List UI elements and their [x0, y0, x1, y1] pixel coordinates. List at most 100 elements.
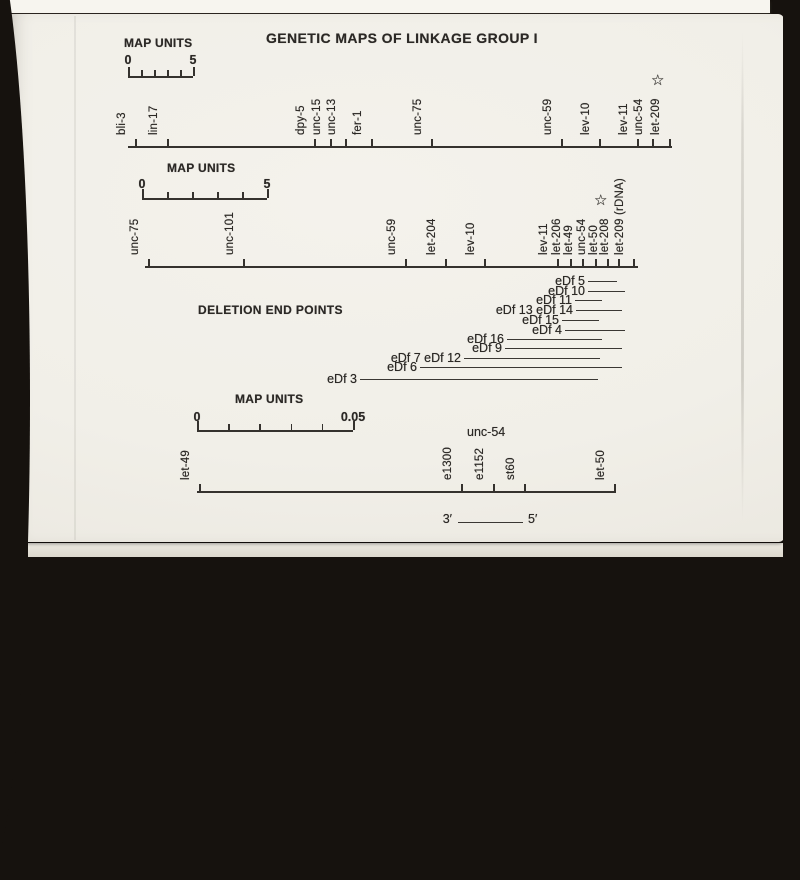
map-top-label-unc-54: unc-54	[633, 98, 645, 135]
region-label-unc-54: unc-54	[467, 425, 506, 439]
map-top-tick-dpy-5	[314, 139, 316, 146]
star-icon: ☆	[651, 71, 665, 89]
map-mid-tick-let-50	[607, 259, 609, 266]
map-mid-label-lev-11: lev-11	[538, 223, 550, 255]
deletion-line-edf-6	[420, 367, 622, 369]
map-bottom-scale-max: 0.05	[340, 410, 366, 424]
deletion-line-edf-10	[588, 291, 625, 293]
map-top-label-dpy-5: dpy-5	[295, 105, 307, 135]
map-mid-label-lev-10: lev-10	[465, 222, 477, 255]
map-mid-scale-tick-5	[267, 189, 269, 198]
map-bottom-scale-tick-5	[353, 421, 355, 430]
map-bottom-scale-tick-2	[259, 424, 261, 430]
figure-title: GENETIC MAPS OF LINKAGE GROUP I	[266, 30, 538, 46]
deletion-label-edf-6: eDf 6	[387, 360, 417, 374]
deletion-line-edf-13-edf-14	[576, 310, 622, 312]
map-mid-tick-lev-10	[484, 259, 486, 266]
deletion-label-edf-15: eDf 15	[522, 313, 559, 327]
map-bottom-scale-tick-3	[290, 424, 293, 430]
map-mid-tick-unc-101	[243, 259, 245, 266]
map-bottom-label-let-50: let-50	[595, 450, 607, 480]
map-top-tick-unc-54	[652, 139, 654, 146]
map-top-tick-bli-3	[135, 139, 137, 146]
orientation-3prime-label: 3′	[442, 512, 452, 526]
map-bottom-tick-let-49	[199, 484, 201, 491]
page-stack-top-edge	[8, 0, 770, 13]
map-mid-label-unc-59: unc-59	[386, 218, 398, 255]
map-mid-label-let-208: let-208	[599, 218, 611, 255]
map-mid-label-let-204: let-204	[426, 218, 438, 255]
map-bottom-axis	[197, 491, 616, 493]
star-icon: ☆	[594, 191, 608, 209]
map-top-label-unc-13: unc-13	[326, 98, 338, 135]
map-mid-tick-unc-54	[595, 259, 597, 266]
book-page	[8, 14, 784, 542]
deletion-label-edf-11: eDf 11	[536, 293, 572, 307]
map-mid-tick-unc-75	[148, 259, 150, 266]
map-bottom-tick-st60	[524, 484, 526, 491]
scan-background-right	[783, 0, 800, 571]
map-top-label-bli-3: bli-3	[116, 112, 128, 135]
map-top-scale-tick-3	[167, 70, 169, 76]
deletion-label-edf-4: eDf 4	[532, 323, 562, 337]
map-top-scale-tick-4	[180, 70, 182, 76]
map-top-tick-unc-75	[431, 139, 433, 146]
map-top-scale-tick-2	[154, 70, 156, 76]
map-top-scale-tick-0	[128, 67, 130, 76]
deletion-label-edf-5: eDf 5	[555, 274, 585, 288]
deletion-line-edf-4	[565, 330, 625, 332]
map-mid-label-unc-75: unc-75	[129, 218, 141, 255]
map-mid-label-unc-101: unc-101	[224, 212, 236, 255]
deletion-line-edf-9	[505, 348, 622, 350]
map-mid-tick-lev-11	[557, 259, 559, 266]
deletion-line-edf-16	[507, 339, 602, 341]
page-crease	[741, 30, 744, 525]
map-top-axis	[128, 146, 672, 148]
map-mid-tick-let-49	[582, 259, 584, 266]
deletion-line-edf-11	[575, 300, 602, 302]
map-mid-tick-let-208	[618, 259, 620, 266]
map-top-label-fer-1: fer-1	[352, 110, 364, 135]
map-bottom-scale-min: 0	[193, 410, 201, 424]
map-mid-label-let-209-rdna: let-209 (rDNA)	[614, 178, 626, 255]
map-mid-scale-bar	[142, 198, 267, 200]
map-mid-tick-unc-59	[405, 259, 407, 266]
map-mid-scale-min: 0	[138, 177, 146, 191]
map-top-tick-lin-17	[167, 139, 169, 146]
map-bottom-tick-let-50	[614, 484, 616, 491]
genetic-map-figure: GENETIC MAPS OF LINKAGE GROUP I DELETION…	[116, 30, 672, 526]
map-mid-tick-let-204	[445, 259, 447, 266]
map-top-label-let-209: let-209	[650, 98, 662, 135]
deletion-label-edf-9: eDf 9	[472, 341, 502, 355]
orientation-line	[458, 522, 523, 524]
map-top-label-unc-59: unc-59	[542, 98, 554, 135]
map-bottom-label-st60: st60	[505, 457, 517, 480]
map-bottom-scale-tick-0	[197, 421, 199, 430]
deletion-label-edf-13-edf-14: eDf 13 eDf 14	[495, 303, 573, 317]
map-mid-scale-title: MAP UNITS	[167, 161, 236, 175]
map-mid-scale-tick-3	[217, 192, 219, 198]
map-top-label-unc-75: unc-75	[412, 98, 424, 135]
map-mid-tick-let-209-rdna	[633, 259, 635, 266]
map-top-tick-let-209	[669, 139, 671, 146]
deletion-label-edf-3: eDf 3	[327, 372, 357, 386]
orientation-5prime-label: 5′	[528, 512, 538, 526]
map-top-label-unc-15: unc-15	[311, 98, 323, 135]
map-bottom-scale-title: MAP UNITS	[235, 392, 304, 406]
map-top-scale-tick-1	[141, 70, 143, 76]
map-mid-tick-let-206	[570, 259, 572, 266]
map-top-scale-min: 0	[124, 53, 132, 67]
map-bottom-scale-tick-1	[228, 424, 230, 430]
map-mid-scale-tick-2	[192, 192, 194, 198]
map-top-scale-max: 5	[189, 53, 197, 67]
deletion-line-edf-5	[588, 281, 617, 283]
map-top-scale-title: MAP UNITS	[124, 36, 193, 50]
page-stack-bottom-edge	[28, 543, 784, 557]
map-mid-scale-tick-0	[142, 189, 144, 198]
map-mid-scale-tick-4	[242, 192, 244, 198]
map-top-label-lev-11: lev-11	[618, 103, 630, 135]
map-top-tick-lev-10	[599, 139, 601, 146]
map-bottom-label-e1300: e1300	[442, 447, 454, 480]
map-top-tick-unc-59	[561, 139, 563, 146]
map-top-label-lin-17: lin-17	[148, 105, 160, 135]
